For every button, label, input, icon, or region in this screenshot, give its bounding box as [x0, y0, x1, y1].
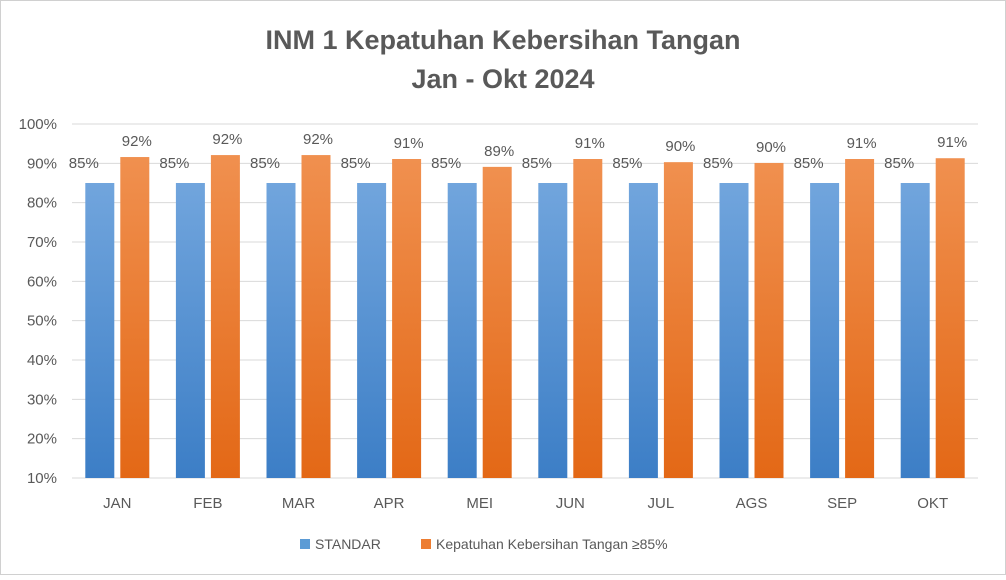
data-label: 92%: [303, 131, 333, 148]
y-tick-label: 50%: [27, 313, 57, 330]
x-tick-label: FEB: [193, 495, 222, 512]
data-label: 92%: [212, 131, 242, 148]
data-label: 85%: [431, 155, 461, 172]
bar-standar: [266, 183, 296, 478]
legend-label-standar: STANDAR: [315, 536, 381, 552]
y-tick-label: 20%: [27, 431, 57, 448]
y-tick-label: 70%: [27, 234, 57, 251]
data-label: 85%: [522, 155, 552, 172]
y-tick-label: 60%: [27, 273, 57, 290]
bar-kepatuhan: [392, 159, 422, 479]
bar-kepatuhan: [210, 155, 240, 478]
data-label: 91%: [394, 135, 424, 152]
x-tick-label: SEP: [827, 495, 857, 512]
x-tick-label: JUN: [556, 495, 585, 512]
chart-subtitle: Jan - Okt 2024: [411, 64, 594, 94]
data-label: 90%: [665, 138, 695, 155]
y-tick-label: 10%: [27, 470, 57, 487]
data-label: 89%: [484, 143, 514, 160]
bar-kepatuhan: [301, 155, 331, 478]
x-tick-label: MEI: [466, 495, 493, 512]
bar-standar: [628, 183, 658, 478]
x-tick-label: MAR: [282, 495, 316, 512]
data-label: 91%: [937, 134, 967, 151]
data-label: 85%: [884, 155, 914, 172]
data-label: 92%: [122, 133, 152, 150]
bar-kepatuhan: [663, 162, 693, 479]
y-tick-label: 90%: [27, 155, 57, 172]
bar-kepatuhan: [845, 159, 875, 479]
bar-kepatuhan: [935, 158, 965, 478]
legend: STANDAR Kepatuhan Kebersihan Tangan ≥85%: [300, 536, 668, 552]
bar-kepatuhan: [482, 166, 512, 478]
data-label: 85%: [250, 155, 280, 172]
x-tick-label: OKT: [917, 495, 948, 512]
bar-standar: [357, 183, 387, 478]
bar-standar: [538, 183, 568, 478]
bar-standar: [810, 183, 840, 478]
data-label: 85%: [612, 155, 642, 172]
legend-label-kepatuhan: Kepatuhan Kebersihan Tangan ≥85%: [436, 536, 668, 552]
y-tick-label: 80%: [27, 195, 57, 212]
bar-kepatuhan: [120, 157, 150, 479]
data-label: 85%: [703, 155, 733, 172]
bar-standar: [447, 183, 477, 478]
data-label: 91%: [575, 135, 605, 152]
x-tick-label: JAN: [103, 495, 131, 512]
x-tick-label: AGS: [736, 495, 768, 512]
data-label: 85%: [341, 155, 371, 172]
bar-standar: [900, 183, 930, 478]
x-tick-label: JUL: [648, 495, 675, 512]
data-label: 90%: [756, 139, 786, 156]
bar-kepatuhan: [754, 162, 784, 478]
bar-standar: [175, 183, 205, 478]
bar-kepatuhan: [573, 159, 603, 479]
data-label: 85%: [69, 155, 99, 172]
y-tick-label: 100%: [19, 116, 57, 133]
legend-swatch-kepatuhan: [421, 539, 431, 549]
data-label: 91%: [847, 135, 877, 152]
chart-title: INM 1 Kepatuhan Kebersihan Tangan: [265, 25, 740, 55]
legend-swatch-standar: [300, 539, 310, 549]
y-tick-label: 40%: [27, 352, 57, 369]
y-tick-label: 30%: [27, 391, 57, 408]
data-label: 85%: [159, 155, 189, 172]
data-label: 85%: [794, 155, 824, 172]
bar-standar: [85, 183, 115, 478]
bar-standar: [719, 183, 749, 478]
x-tick-label: APR: [374, 495, 405, 512]
